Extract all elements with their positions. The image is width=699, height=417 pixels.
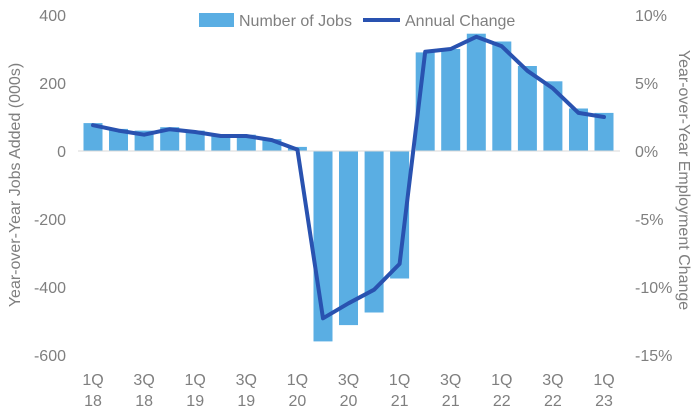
legend-label-number-of-jobs: Number of Jobs [239, 13, 352, 30]
x-axis-tick-label: 3Q [338, 372, 359, 389]
left-axis-tick-label: 0 [57, 144, 66, 161]
bar-number-of-jobs [364, 151, 384, 313]
right-axis-tick-label: 10% [635, 8, 667, 25]
bar-number-of-jobs [185, 130, 205, 151]
right-axis-tick-label: 5% [635, 76, 658, 93]
x-axis-tick-label: 21 [442, 393, 460, 410]
left-axis-title: Year-over-Year Jobs Added (000s) [7, 63, 24, 307]
x-axis-tick-label: 3Q [542, 372, 563, 389]
bar-number-of-jobs [543, 81, 563, 151]
x-axis-tick-label: 1Q [82, 372, 103, 389]
bar-number-of-jobs [339, 151, 358, 326]
bar-number-of-jobs [466, 33, 486, 152]
legend-swatch-number-of-jobs [199, 13, 234, 27]
right-axis-tick-label: -10% [635, 280, 672, 297]
x-axis-tick-label: 1Q [593, 372, 614, 389]
bar-number-of-jobs [262, 139, 282, 151]
right-axis-ticks: 10% 5% 0% -5% -10% -15% [635, 8, 672, 365]
x-axis-tick-label: 18 [84, 393, 102, 410]
left-axis-tick-label: -200 [34, 212, 66, 229]
bar-number-of-jobs [390, 151, 410, 279]
annual-change-line [91, 34, 606, 321]
bar-number-of-jobs [492, 41, 512, 151]
x-axis-tick-label: 19 [237, 393, 255, 410]
x-axis-tick-label: 1Q [389, 372, 410, 389]
bar-number-of-jobs [441, 49, 461, 151]
bar-number-of-jobs [569, 108, 588, 151]
x-axis-tick-label: 1Q [287, 372, 308, 389]
bar-number-of-jobs [211, 134, 231, 151]
bar-number-of-jobs [517, 66, 537, 151]
x-axis-tick-label: 20 [340, 393, 358, 410]
bar-number-of-jobs [160, 127, 180, 151]
left-axis-tick-label: -400 [34, 280, 66, 297]
x-axis-tick-label: 20 [289, 393, 307, 410]
right-axis-title: Year-over-Year Employment Change [675, 50, 692, 310]
x-axis-tick-label: 22 [493, 393, 511, 410]
bar-number-of-jobs [594, 112, 614, 151]
x-axis-tick-label: 18 [135, 393, 153, 410]
right-axis-tick-label: -15% [635, 348, 672, 365]
x-axis-ticks: 1Q 18 3Q 18 1Q 19 3Q 19 1Q 20 3Q 20 1Q 21 3Q 21 1Q 22 3Q 22… [82, 372, 614, 410]
right-axis-tick-label: -5% [635, 212, 663, 229]
x-axis-tick-label: 3Q [133, 372, 154, 389]
left-axis-ticks: 400 200 0 -200 -400 -600 [34, 8, 66, 365]
x-axis-tick-label: 22 [544, 393, 562, 410]
x-axis-tick-label: 23 [595, 393, 613, 410]
legend: Number of Jobs Annual Change [199, 13, 515, 30]
x-axis-tick-label: 3Q [440, 372, 461, 389]
x-axis-tick-label: 3Q [236, 372, 257, 389]
left-axis-tick-label: 200 [39, 76, 66, 93]
left-axis-tick-label: 400 [39, 8, 66, 25]
bars-layer [83, 33, 614, 342]
bar-number-of-jobs [83, 123, 103, 151]
bar-number-of-jobs [109, 128, 128, 151]
x-axis-tick-label: 1Q [491, 372, 512, 389]
x-axis-tick-label: 1Q [185, 372, 206, 389]
x-axis-tick-label: 19 [186, 393, 204, 410]
legend-label-annual-change: Annual Change [405, 13, 515, 30]
right-axis-tick-label: 0% [635, 144, 658, 161]
left-axis-tick-label: -600 [34, 348, 66, 365]
x-axis-tick-label: 21 [391, 393, 409, 410]
